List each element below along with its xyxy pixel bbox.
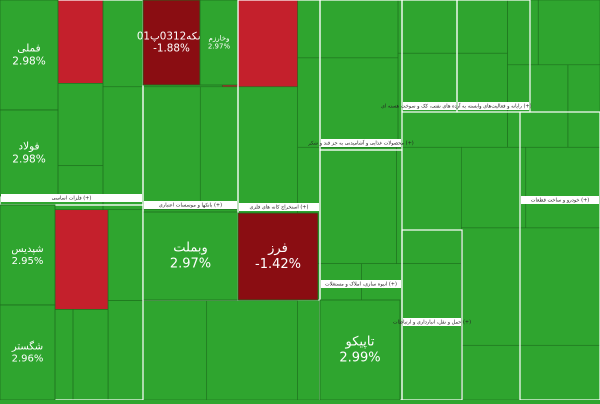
- tile: [461, 146, 527, 229]
- group-label: حمل و نقل، انبارداری و ارتباطات (+): [393, 320, 471, 326]
- group-label: خودرو و ساخت قطعات (+): [531, 198, 589, 204]
- stock-name: وبملت: [173, 241, 207, 256]
- group-label-bg: [458, 102, 529, 110]
- stock-tile: [319, 299, 401, 401]
- group-label: فرآورده های نفتی، کک و سوخت هسته ای (+): [381, 103, 478, 110]
- stock-change: 2.95%: [12, 256, 44, 267]
- stock-name: شگستر: [11, 341, 43, 353]
- group-label: رایانه و فعالیت‌های وابسته به آن (+): [455, 103, 531, 110]
- tile: [537, 0, 600, 66]
- stock-change: -1.42%: [255, 257, 301, 272]
- stock-name: سکه0312پ01: [137, 30, 206, 42]
- tile: [107, 300, 208, 401]
- stock-tile: [0, 204, 56, 306]
- group-label-bg: [521, 196, 599, 204]
- group-label-bg: [403, 318, 461, 326]
- tile: [297, 0, 399, 59]
- stock-name: فولاد: [18, 141, 39, 153]
- group-label-bg: [1, 194, 142, 202]
- group-label-bg: [321, 280, 401, 288]
- stock-change: 2.98%: [12, 55, 45, 67]
- stock-tile: [142, 211, 239, 301]
- stock-change: 2.97%: [170, 256, 211, 271]
- stock-name: فملی: [17, 43, 40, 55]
- tile: [199, 86, 298, 211]
- tile: [396, 146, 462, 264]
- group-label: بانکها و موسسات اعتباری (+): [159, 203, 222, 209]
- group-label-bg: [403, 102, 456, 110]
- stock-change: 2.96%: [12, 354, 44, 365]
- tile: [397, 0, 508, 54]
- stock-name: فرز: [267, 241, 288, 256]
- group-label: استخراج کانه های فلزی (+): [250, 205, 309, 211]
- tile: [53, 209, 109, 310]
- stock-tile: [0, 0, 59, 111]
- stock-tile: [142, 0, 201, 86]
- group-label-bg: [144, 201, 237, 209]
- tile: [461, 227, 600, 346]
- tile: [567, 64, 600, 148]
- tile: [507, 0, 539, 66]
- tile: [297, 57, 399, 148]
- stock-tile: [237, 212, 319, 301]
- stock-name: شپدیس: [11, 244, 43, 255]
- tile: [525, 146, 600, 229]
- tile: [461, 344, 600, 401]
- group-border: [456, 0, 531, 113]
- stock-change: 2.99%: [339, 350, 380, 365]
- stock-name: تاپیکو: [344, 335, 374, 350]
- stock-change: 2.98%: [12, 153, 45, 165]
- tile: [102, 86, 201, 211]
- group-label: انبوه سازی، املاک و مستغلات (+): [325, 281, 397, 288]
- group-label-bg: [321, 139, 401, 147]
- tile: [397, 52, 508, 148]
- stock-change: 2.97%: [208, 43, 231, 51]
- tile: [206, 300, 298, 401]
- stock-name: وخارزم: [209, 34, 230, 42]
- group-label: فلزات اساسی (+): [52, 196, 92, 202]
- group-label-bg: [239, 203, 319, 211]
- stock-tile: [199, 0, 239, 86]
- tile: [72, 309, 109, 401]
- stock-tile: [0, 304, 56, 401]
- group-label: محصولات غذایی و آشامیدنی به جز قند و شکر…: [307, 140, 413, 147]
- stock-change: -1.88%: [153, 43, 190, 55]
